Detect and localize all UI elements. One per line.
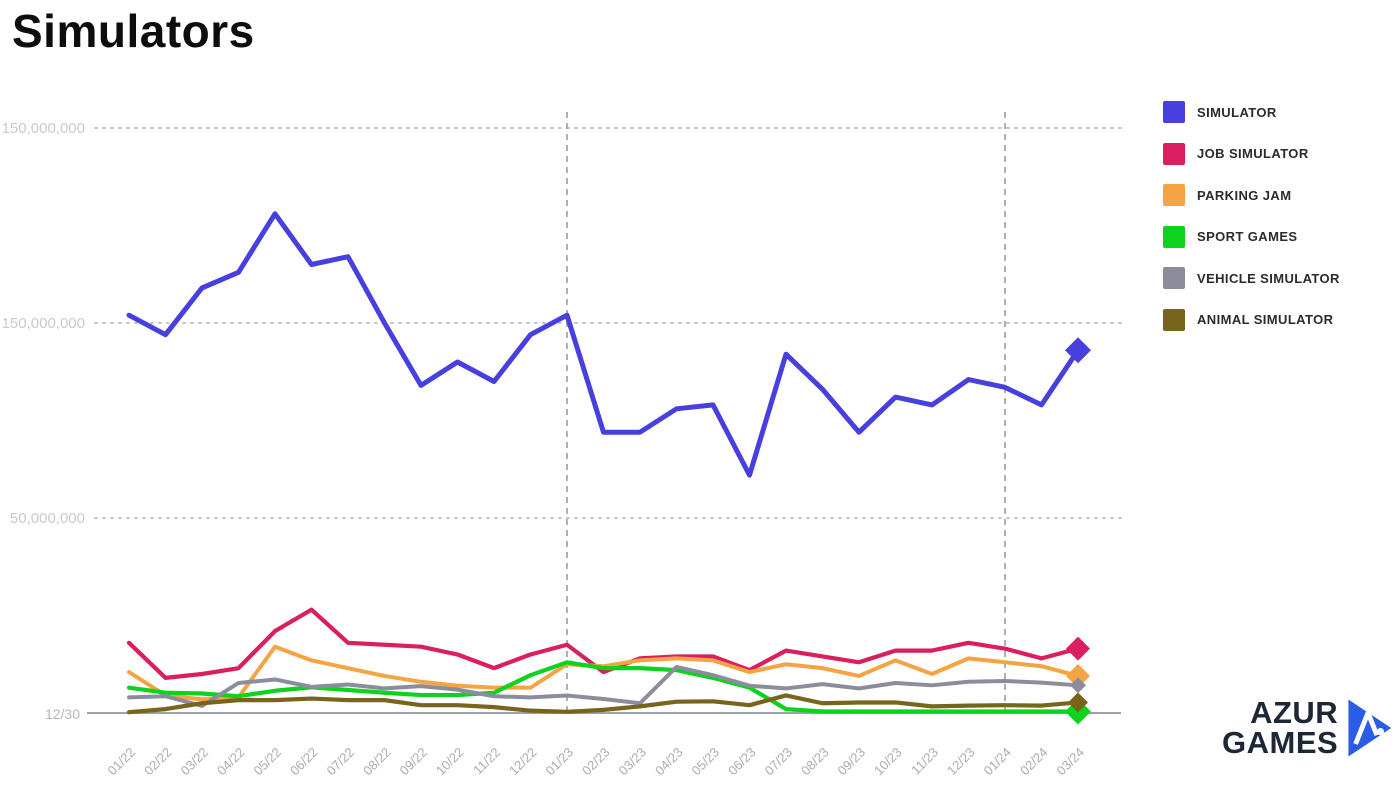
series-line-sport-games [126,660,1081,714]
end-marker-job-simulator [1066,636,1090,661]
x-axis-tick-label: 04/22 [214,745,248,779]
page-title: Simulators [12,5,255,57]
legend-label: JOB SIMULATOR [1197,146,1309,161]
end-marker-vehicle-simulator [1070,677,1086,694]
x-axis-tick-label: 02/24 [1017,745,1051,779]
legend-swatch-simulator [1163,101,1185,123]
legend-label: ANIMAL SIMULATOR [1197,312,1334,327]
x-axis-tick-label: 07/22 [324,745,358,779]
end-marker-simulator [1065,337,1091,364]
series-line-vehicle-simulator [127,664,1080,708]
logo-line-games: GAMES [1222,725,1339,760]
legend-swatch-parking-jam [1163,184,1185,206]
x-axis-tick-label: 05/23 [689,745,723,779]
x-axis-tick-label: 03/22 [178,745,212,779]
legend-item-simulator: SIMULATOR [1163,101,1340,123]
legend-swatch-sport-games [1163,225,1185,248]
azur-games-logo: AZUR GAMES [1222,686,1394,770]
x-axis-tick-label: 08/22 [360,745,394,779]
x-axis-tick-label: 01/24 [981,745,1015,779]
legend-item-vehicle-simulator: VEHICLE SIMULATOR [1163,267,1340,289]
series-line-job-simulator [126,607,1081,681]
x-axis-tick-label: 11/23 [908,745,941,778]
x-axis-tick-label: 05/22 [251,745,285,779]
x-axis-tick-label: 04/23 [652,745,686,779]
legend-swatch-job-simulator [1163,142,1185,165]
x-axis-tick-label: 08/23 [798,745,832,779]
y-axis-tick-label: 50,000,000 [10,510,85,527]
y-axis-tick-label: 150,000,000 [2,120,85,137]
legend-swatch-vehicle-simulator [1163,267,1185,289]
x-axis-tick-label: 01/23 [543,745,577,779]
x-axis-tick-label: 12/23 [944,745,978,779]
legend-item-animal-simulator: ANIMAL SIMULATOR [1163,308,1340,331]
x-axis-tick-label: 06/23 [725,745,759,779]
legend-label: SPORT GAMES [1197,229,1298,244]
end-marker-parking-jam [1066,663,1090,688]
y-axis-tick-label: 150,000,000 [2,315,85,332]
chart-legend: SIMULATOR JOB SIMULATOR PARKING JAM SPORT G… [1163,101,1340,350]
azur-games-wordmark: AZUR GAMES [1222,694,1339,760]
x-axis-tick-label: 10/22 [433,745,467,779]
x-axis-tick-label: 09/22 [397,745,431,779]
x-axis-tick-label: 10/23 [871,745,905,779]
legend-label: VEHICLE SIMULATOR [1197,270,1340,286]
x-axis-tick-label: 12/22 [506,745,540,779]
slide-counter: 12/30 [45,706,80,722]
x-axis-tick-label: 01/22 [105,745,139,779]
legend-label: SIMULATOR [1197,104,1277,120]
x-axis-tick-label: 03/24 [1054,745,1088,779]
x-axis-tick-label: 07/23 [762,745,796,779]
legend-swatch-animal-simulator [1163,308,1185,331]
legend-label: PARKING JAM [1197,187,1292,203]
legend-item-sport-games: SPORT GAMES [1163,225,1340,248]
x-axis-tick-label: 02/23 [579,745,613,779]
legend-item-parking-jam: PARKING JAM [1163,184,1340,206]
logo-line-azur: AZUR [1250,694,1339,730]
series-line-simulator [126,211,1081,478]
x-axis-tick-label: 09/23 [835,745,869,779]
end-marker-animal-simulator [1068,692,1088,713]
x-axis-tick-label: 03/23 [616,745,650,779]
series-line-animal-simulator [126,693,1081,715]
legend-item-job-simulator: JOB SIMULATOR [1163,142,1340,165]
x-axis-tick-label: 11/22 [470,745,503,778]
x-axis-tick-label: 02/22 [141,745,175,779]
x-axis-tick-label: 06/22 [287,745,321,779]
play-triangle-icon [1348,699,1392,757]
